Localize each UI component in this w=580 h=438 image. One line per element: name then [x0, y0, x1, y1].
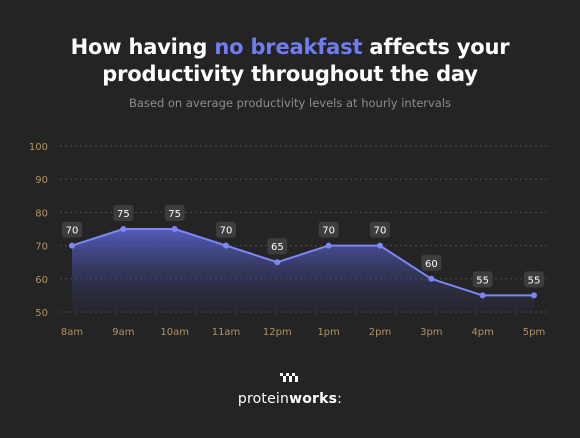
data-points-layer: [69, 226, 537, 299]
protein-works-logo-icon: [280, 373, 298, 382]
chart-subtitle: Based on average productivity levels at …: [128, 96, 452, 110]
x-tick-label: 12pm: [263, 327, 292, 338]
brand-logo: proteinworks:: [0, 372, 580, 407]
data-point: [377, 242, 383, 249]
data-labels-layer: 70 75 75 70 65 70 70 60 55 55: [62, 205, 544, 288]
data-label-text: 75: [168, 209, 181, 220]
data-label-text: 70: [374, 226, 387, 237]
x-tick-label: 1pm: [317, 327, 339, 338]
data-label-text: 55: [476, 275, 489, 286]
data-label: 70: [370, 221, 390, 238]
data-label-text: 60: [425, 259, 438, 270]
chart-title: How having no breakfast affects your pro…: [0, 34, 580, 88]
x-tick-label: 9am: [112, 327, 134, 338]
x-tick-label: 2pm: [369, 327, 391, 338]
data-label-text: 70: [220, 226, 233, 237]
data-label-bg: [267, 238, 288, 255]
title-prefix: How having: [70, 35, 215, 59]
data-label-bg: [421, 254, 442, 271]
logo-text-light: protein: [237, 391, 290, 407]
data-point: [325, 242, 332, 249]
y-tick-label: 100: [29, 142, 48, 153]
data-point: [479, 292, 486, 299]
y-tick-label: 90: [35, 175, 48, 186]
y-tick-label: 50: [35, 308, 48, 319]
title-highlight: no breakfast: [214, 35, 363, 59]
data-point: [531, 292, 537, 299]
data-point: [428, 275, 435, 282]
data-label-text: 70: [66, 226, 79, 237]
data-point: [69, 242, 75, 249]
data-label: 55: [524, 271, 544, 288]
logo-text-suffix: :: [337, 391, 343, 407]
data-point: [171, 226, 178, 232]
data-point: [274, 259, 281, 266]
data-label-bg: [216, 221, 236, 238]
area-fill-layer: [72, 229, 534, 312]
x-axis: 8am 9am 10am 11am 12pm 1pm 2pm 3pm 4pm 5pm: [61, 327, 545, 338]
data-point: [223, 242, 229, 249]
data-label-bg: [472, 271, 493, 288]
data-label-text: 70: [322, 226, 335, 237]
x-tick-label: 10am: [160, 327, 189, 338]
data-label: 55: [472, 271, 493, 288]
data-label-bg: [318, 221, 339, 238]
data-label-bg: [164, 205, 185, 221]
x-tick-label: 11am: [212, 327, 241, 338]
series-line-layer: [71, 228, 534, 297]
data-label-bg: [113, 205, 134, 221]
data-label-text: 55: [528, 275, 541, 286]
data-label: 70: [318, 221, 339, 238]
data-label: 65: [267, 238, 288, 255]
data-label: 70: [216, 221, 236, 238]
y-axis: 50 60 70 80 90 100: [29, 142, 48, 319]
x-tick-label: 3pm: [420, 327, 442, 338]
y-tick-label: 60: [35, 275, 48, 286]
data-label: 75: [113, 205, 134, 221]
title-line-2: productivity throughout the day: [102, 62, 478, 86]
x-tick-label: 8am: [61, 327, 83, 338]
x-tick-label: 4pm: [471, 327, 493, 338]
x-tick-label: 5pm: [523, 327, 545, 338]
data-label: 75: [164, 205, 185, 221]
series-line: [71, 228, 534, 297]
y-tick-label: 70: [35, 242, 48, 253]
data-label-text: 75: [117, 209, 130, 220]
data-label-bg: [62, 221, 82, 238]
data-label-bg: [524, 271, 544, 288]
data-label-bg: [370, 221, 390, 238]
y-tick-label: 80: [35, 208, 48, 219]
data-label: 70: [62, 221, 82, 238]
title-suffix: affects your: [362, 35, 510, 59]
data-label: 60: [421, 254, 442, 271]
data-label-text: 65: [271, 242, 284, 253]
logo-text-bold: works: [289, 391, 338, 407]
data-point: [120, 226, 127, 232]
area-fill: [72, 229, 534, 312]
